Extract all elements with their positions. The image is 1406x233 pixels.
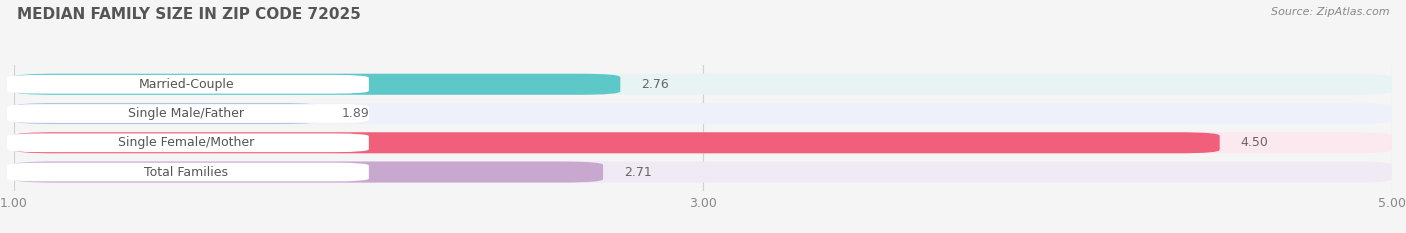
FancyBboxPatch shape <box>14 74 620 95</box>
FancyBboxPatch shape <box>14 74 1392 95</box>
Text: Married-Couple: Married-Couple <box>138 78 235 91</box>
FancyBboxPatch shape <box>14 132 1392 153</box>
Text: 1.89: 1.89 <box>342 107 368 120</box>
Text: Total Families: Total Families <box>145 165 228 178</box>
FancyBboxPatch shape <box>14 161 603 183</box>
Text: Source: ZipAtlas.com: Source: ZipAtlas.com <box>1271 7 1389 17</box>
Text: Single Female/Mother: Single Female/Mother <box>118 136 254 149</box>
Text: Single Male/Father: Single Male/Father <box>128 107 245 120</box>
FancyBboxPatch shape <box>7 163 368 182</box>
FancyBboxPatch shape <box>7 104 368 123</box>
FancyBboxPatch shape <box>7 134 368 152</box>
Text: 2.71: 2.71 <box>624 165 651 178</box>
Text: 4.50: 4.50 <box>1240 136 1268 149</box>
FancyBboxPatch shape <box>14 103 321 124</box>
FancyBboxPatch shape <box>14 132 1220 153</box>
FancyBboxPatch shape <box>14 161 1392 183</box>
Text: MEDIAN FAMILY SIZE IN ZIP CODE 72025: MEDIAN FAMILY SIZE IN ZIP CODE 72025 <box>17 7 361 22</box>
FancyBboxPatch shape <box>7 75 368 94</box>
Text: 2.76: 2.76 <box>641 78 669 91</box>
FancyBboxPatch shape <box>14 103 1392 124</box>
